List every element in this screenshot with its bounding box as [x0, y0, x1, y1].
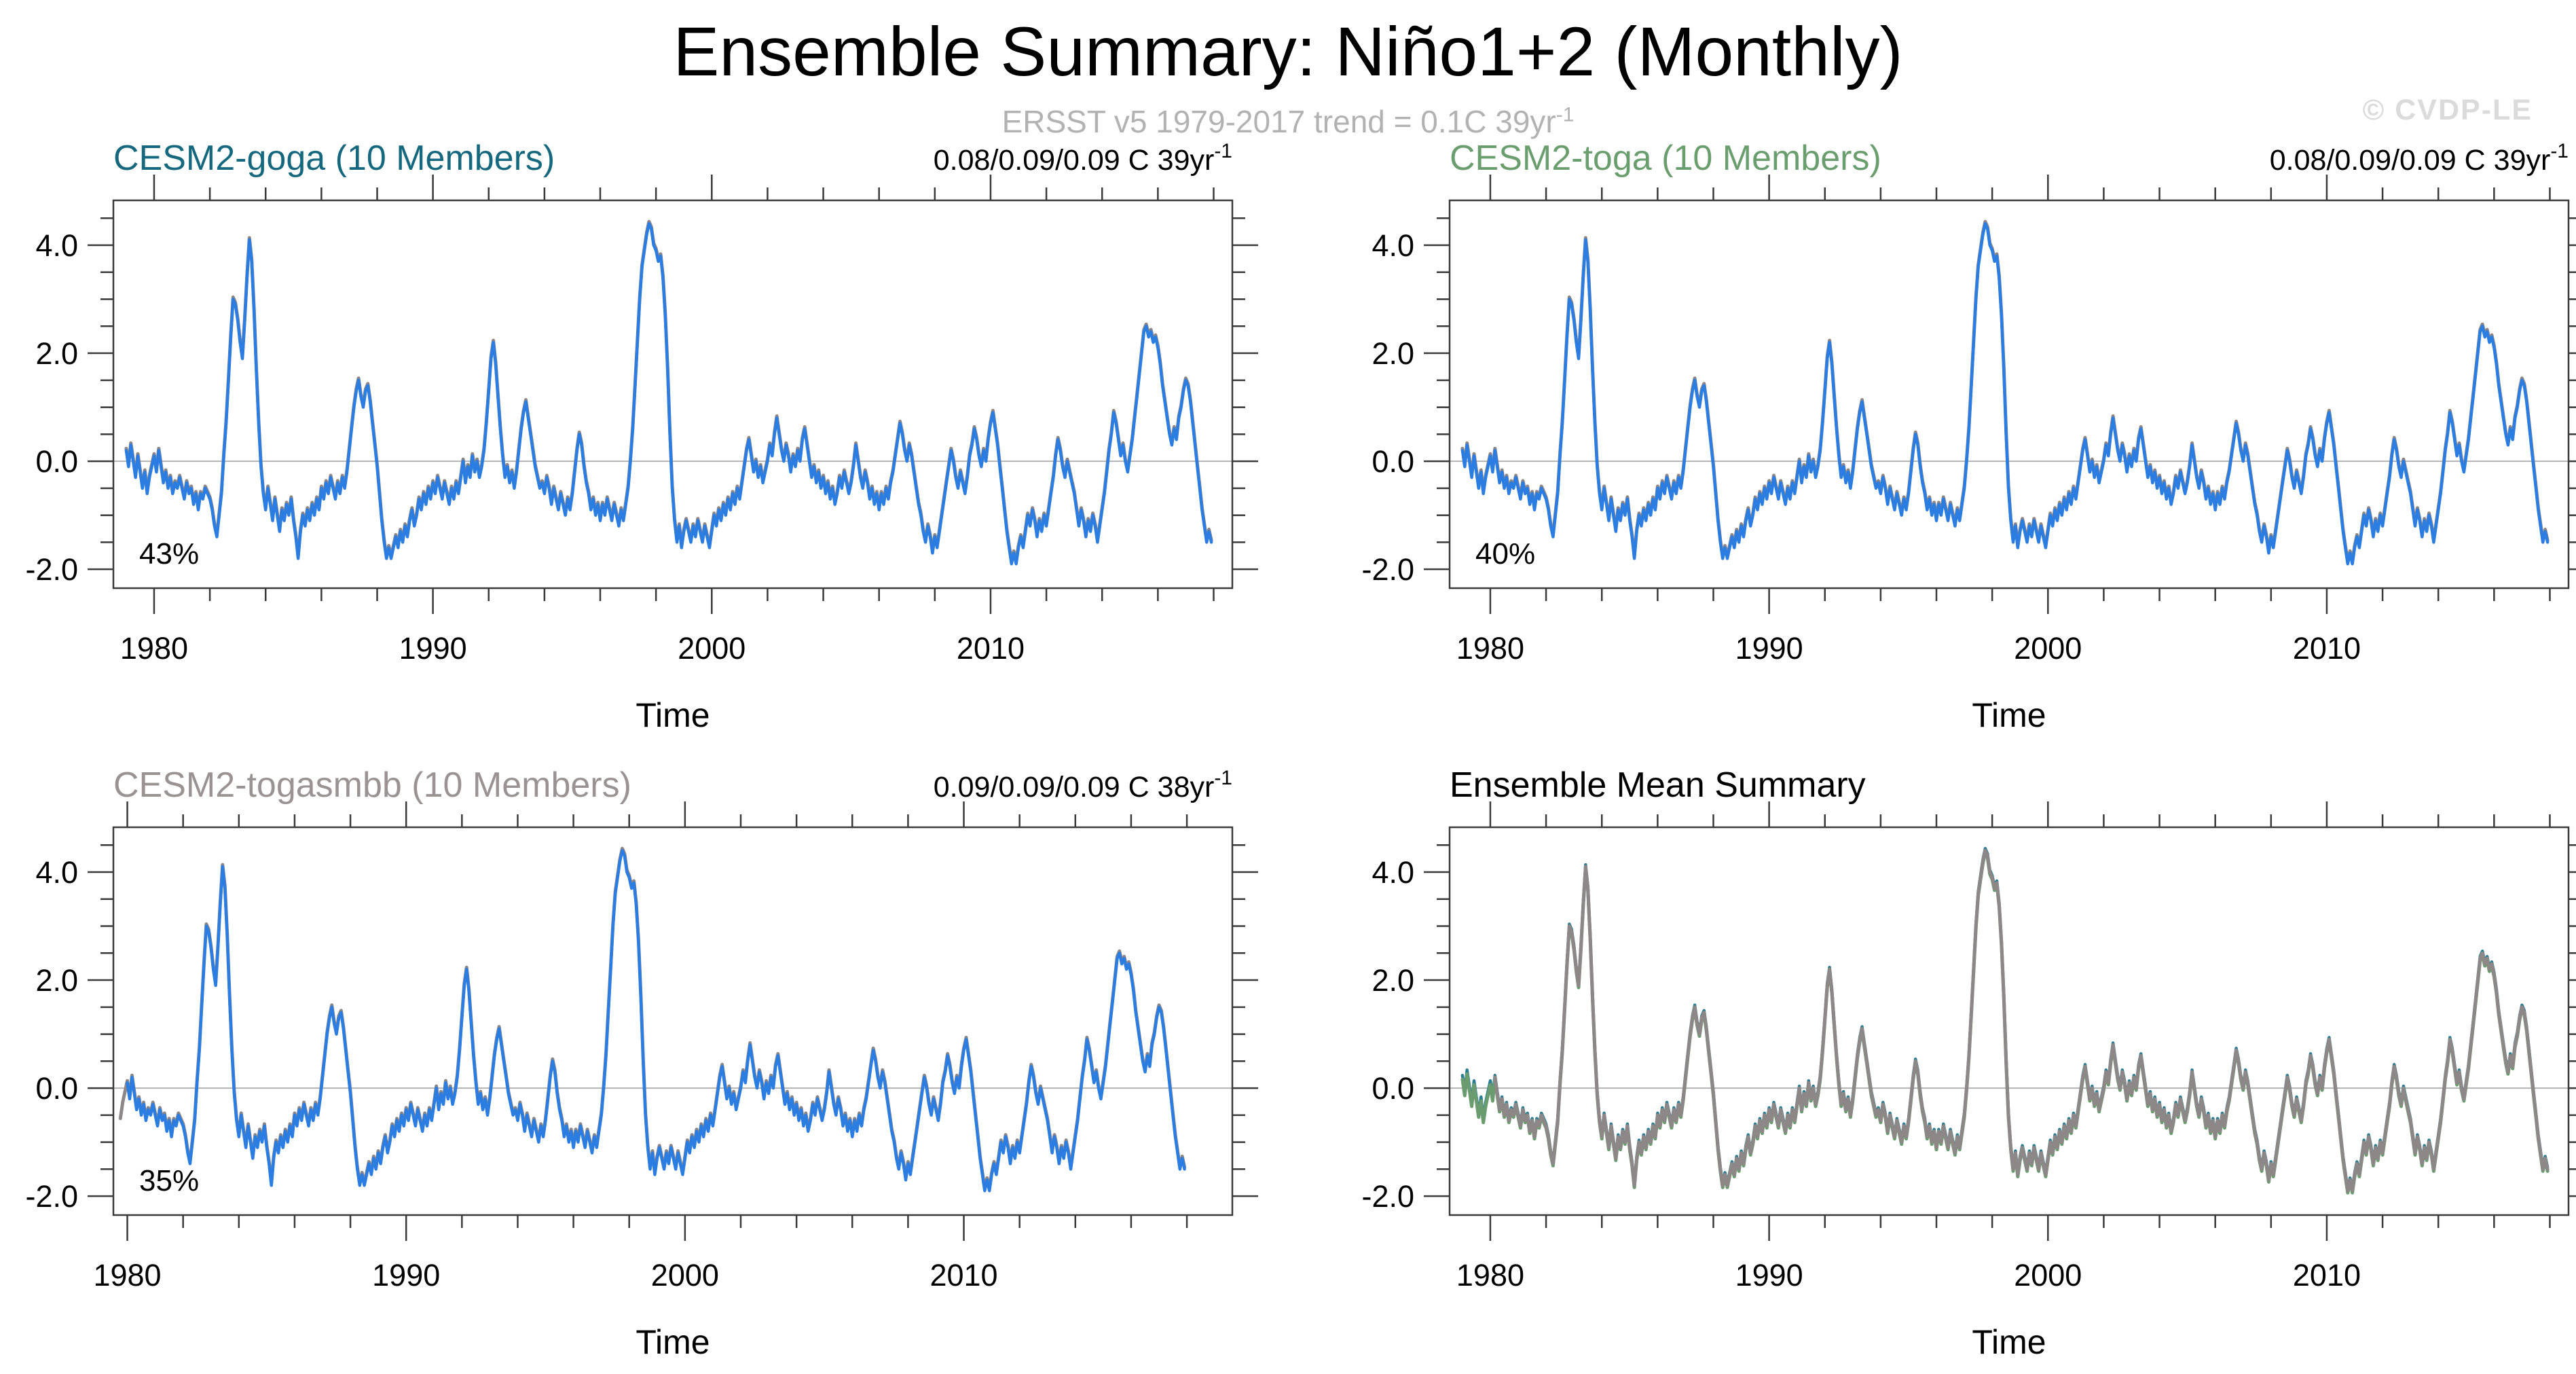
y-tick-label: 4.0: [35, 228, 78, 263]
y-tick-label: 2.0: [35, 963, 78, 998]
x-tick-label: 1990: [1735, 631, 1803, 666]
y-tick-label: -2.0: [25, 552, 78, 587]
x-tick-label: 1990: [1735, 1258, 1803, 1292]
panel-togasmbb: 1980 1990 2000 2010 -2.0 0.0 2.0 4.0 CESM2-toga…: [25, 765, 1258, 1361]
axis-frame: [112, 199, 1234, 590]
panel-title: Ensemble Mean Summary: [1450, 765, 1866, 805]
x-tick-label: 2000: [678, 631, 746, 666]
x-tick-label: 1990: [399, 631, 467, 666]
x-axis-title: Time: [636, 1323, 710, 1361]
togasmbb-mean-line: [1493, 848, 2550, 1193]
x-tick-label: 2000: [651, 1258, 719, 1292]
x-axis-title: Time: [636, 696, 710, 734]
y-tick-label: 4.0: [1372, 855, 1414, 890]
x-tick-label: 1990: [372, 1258, 440, 1292]
observed-line: [124, 221, 1213, 566]
series-group: [118, 846, 1187, 1193]
y-tick-label: 0.0: [1372, 1071, 1414, 1106]
y-tick-label: 2.0: [1372, 336, 1414, 371]
panel-title: CESM2-togasmbb (10 Members): [113, 765, 631, 805]
series-group: [124, 219, 1213, 566]
percent-annotation: 43%: [139, 537, 199, 571]
y-tick-label: 0.0: [1372, 444, 1414, 479]
x-tick-label: 2010: [930, 1258, 997, 1292]
y-tick-label: -2.0: [1361, 552, 1414, 587]
panel-ensemble-mean-summary: 1980 1990 2000 2010 -2.0 0.0 2.0 4.0 Ensemble M…: [1361, 765, 2576, 1361]
percent-annotation: 35%: [139, 1164, 199, 1197]
y-tick-label: 4.0: [1372, 228, 1414, 263]
axis-frame: [1448, 199, 2570, 590]
trend-annotation: 0.08/0.09/0.09 C 39yr-1: [2270, 140, 2569, 177]
panel-title: CESM2-toga (10 Members): [1450, 139, 1881, 178]
percent-annotation: 40%: [1475, 537, 1535, 571]
y-tick-label: 2.0: [35, 336, 78, 371]
panel-goga: 1980 1990 2000 2010 -2.0 0.0 2.0 4.0 CESM2-goga…: [25, 139, 1258, 734]
axis-frame: [112, 826, 1234, 1216]
figure-title: Ensemble Summary: Niño1+2 (Monthly): [673, 13, 1903, 90]
trend-annotation: 0.08/0.09/0.09 C 39yr-1: [934, 140, 1232, 177]
y-tick-label: 2.0: [1372, 963, 1414, 998]
x-tick-label: 2010: [2293, 631, 2361, 666]
x-axis-title: Time: [1972, 696, 2046, 734]
y-tick-label: -2.0: [25, 1179, 78, 1214]
y-tick-label: 4.0: [35, 855, 78, 890]
x-tick-label: 2000: [2014, 631, 2082, 666]
x-tick-label: 2010: [957, 631, 1025, 666]
axis-frame: [1448, 826, 2570, 1216]
cvdp-le-watermark: © CVDP-LE: [2362, 94, 2533, 126]
x-axis-title: Time: [1972, 1323, 2046, 1361]
y-tick-label: 0.0: [35, 444, 78, 479]
x-tick-label: 1980: [93, 1258, 161, 1292]
y-tick-label: 0.0: [35, 1071, 78, 1106]
x-tick-label: 1980: [1456, 1258, 1524, 1292]
observed-line: [1460, 221, 2550, 566]
x-tick-label: 1980: [1456, 631, 1524, 666]
observed-line: [126, 848, 1186, 1193]
subtitle-exponent: -1: [1556, 103, 1575, 126]
trend-annotation: 0.09/0.09/0.09 C 38yr-1: [934, 767, 1232, 803]
x-tick-label: 2010: [2293, 1258, 2361, 1292]
subtitle-text: ERSST v5 1979-2017 trend = 0.1C 39yr: [1001, 104, 1556, 139]
x-tick-label: 2000: [2014, 1258, 2082, 1292]
panel-toga: 1980 1990 2000 2010 -2.0 0.0 2.0 4.0 CESM2-toga…: [1361, 139, 2576, 734]
y-tick-label: -2.0: [1361, 1179, 1414, 1214]
observed-trend-subtitle: ERSST v5 1979-2017 trend = 0.1C 39yr-1: [0, 103, 2576, 140]
panel-title: CESM2-goga (10 Members): [113, 139, 555, 178]
series-group: [1460, 846, 2550, 1195]
series-group: [1460, 219, 2550, 566]
x-tick-label: 1980: [120, 631, 188, 666]
